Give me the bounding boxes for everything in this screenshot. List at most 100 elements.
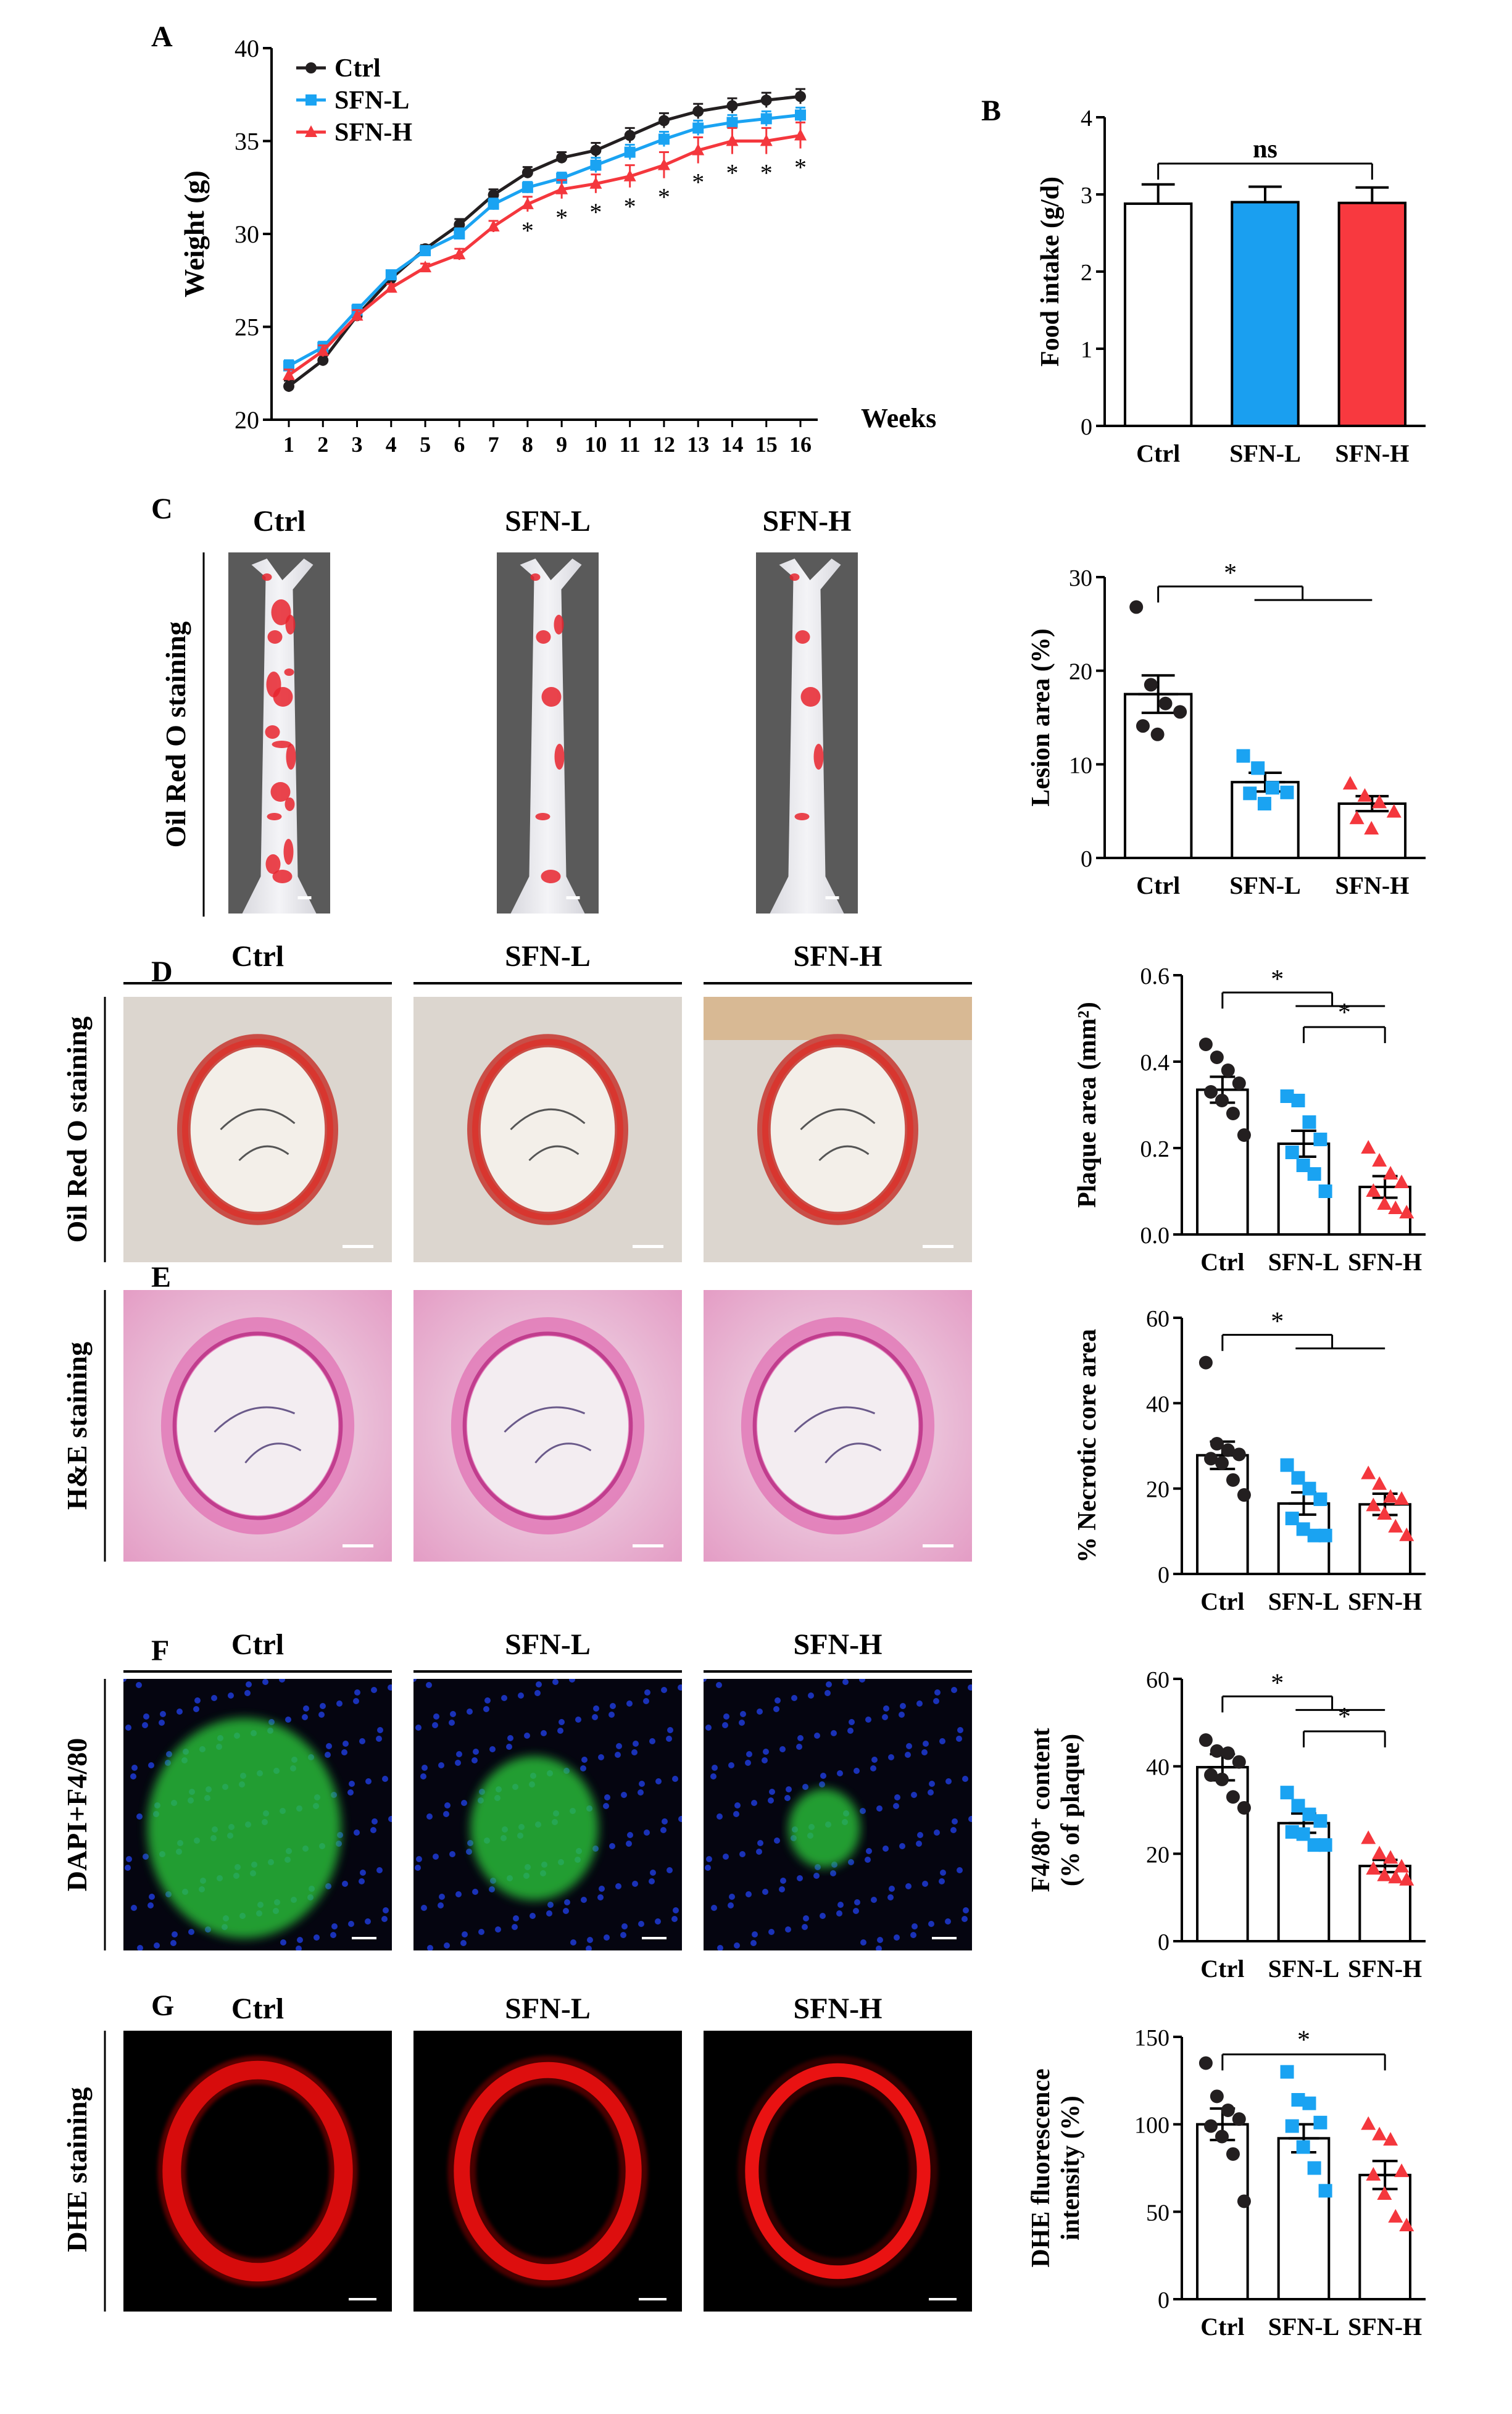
data-point bbox=[1215, 2129, 1229, 2144]
x-tick-label: 9 bbox=[556, 432, 567, 457]
data-point bbox=[1313, 2115, 1327, 2129]
dapi-nucleus bbox=[877, 1937, 883, 1943]
dapi-nucleus bbox=[604, 1934, 610, 1941]
dapi-nucleus bbox=[370, 1827, 376, 1833]
data-point bbox=[658, 133, 670, 145]
dapi-nucleus bbox=[415, 1865, 421, 1871]
y-tick-label: 0 bbox=[1081, 846, 1092, 872]
data-point bbox=[1399, 1527, 1414, 1541]
dapi-nucleus bbox=[826, 1681, 832, 1688]
dapi-nucleus bbox=[894, 1934, 900, 1941]
lesion-spot bbox=[554, 615, 564, 635]
dapi-nucleus bbox=[130, 1773, 136, 1779]
data-point bbox=[1280, 1786, 1294, 1800]
dapi-nucleus bbox=[860, 1939, 866, 1946]
series-line-sfn-l bbox=[288, 113, 801, 367]
dapi-nucleus bbox=[876, 1946, 882, 1950]
dapi-nucleus bbox=[593, 1705, 599, 1712]
side-label-e-group: H&E staining bbox=[61, 1290, 106, 1562]
y-tick-label: 0 bbox=[1081, 414, 1092, 440]
micrograph-g-sfn-h bbox=[704, 2031, 972, 2312]
dapi-nucleus bbox=[662, 1818, 668, 1825]
dapi-nucleus bbox=[371, 1687, 377, 1693]
data-point bbox=[623, 169, 636, 181]
data-point bbox=[1377, 1506, 1392, 1520]
dapi-nucleus bbox=[536, 1681, 542, 1688]
dapi-nucleus bbox=[752, 1931, 758, 1937]
chart-f-f480-content: 0 20 40 60 F4/80⁺ content (% of plaque) Ctrl SF… bbox=[1027, 1667, 1426, 1983]
dapi-nucleus bbox=[603, 1803, 609, 1809]
dapi-nucleus bbox=[626, 1700, 633, 1707]
lesion-spot bbox=[267, 630, 283, 644]
data-point bbox=[1296, 2140, 1310, 2154]
dapi-nucleus bbox=[853, 1908, 859, 1914]
lesion-spot bbox=[541, 687, 562, 707]
data-point bbox=[1399, 2218, 1414, 2231]
dapi-nucleus bbox=[883, 1846, 889, 1852]
data-point bbox=[1313, 1133, 1327, 1146]
scale-bar bbox=[825, 896, 839, 899]
data-point bbox=[1372, 1153, 1387, 1167]
dapi-nucleus bbox=[911, 1792, 917, 1798]
bar-ctrl bbox=[1123, 693, 1193, 860]
dapi-nucleus bbox=[638, 1921, 644, 1927]
dapi-nucleus bbox=[717, 1945, 723, 1950]
dapi-nucleus bbox=[672, 1776, 678, 1782]
vessel-lumen bbox=[177, 1336, 338, 1516]
dapi-nucleus bbox=[649, 1738, 655, 1744]
data-point bbox=[1136, 719, 1150, 733]
y-tick-label: 35 bbox=[235, 128, 259, 156]
dapi-nucleus bbox=[615, 1752, 621, 1758]
y-tick-label: 40 bbox=[1146, 1391, 1169, 1417]
side-label-c-group: Oil Red O staining bbox=[160, 552, 205, 917]
x-tick-label: SFN-L bbox=[1268, 1955, 1340, 1983]
dapi-nucleus bbox=[125, 1725, 131, 1731]
y-axis-label: DHE fluorescence bbox=[1027, 2068, 1055, 2267]
dapi-nucleus bbox=[934, 1829, 940, 1836]
dapi-nucleus bbox=[456, 1751, 462, 1757]
dapi-nucleus bbox=[262, 1679, 268, 1685]
data-point bbox=[1215, 1094, 1229, 1107]
dapi-nucleus bbox=[848, 1859, 854, 1865]
side-label-g-group: DHE staining bbox=[61, 2031, 106, 2312]
lesion-spot bbox=[262, 573, 272, 581]
x-axis-label: Weeks bbox=[861, 403, 936, 433]
micrograph-d-sfn-l bbox=[413, 997, 682, 1262]
data-point bbox=[1318, 1528, 1332, 1542]
tissue-ring bbox=[172, 1331, 343, 1520]
data-point bbox=[1198, 2056, 1213, 2070]
micrograph-e-ctrl bbox=[123, 1290, 392, 1562]
data-point bbox=[1198, 1355, 1213, 1370]
data-point bbox=[1366, 1497, 1381, 1512]
dapi-nucleus bbox=[887, 1894, 894, 1900]
x-tick-label: SFN-L bbox=[1268, 2313, 1340, 2341]
data-point bbox=[1383, 1166, 1398, 1180]
dapi-nucleus bbox=[123, 1679, 127, 1682]
dapi-nucleus bbox=[342, 1881, 348, 1887]
dapi-nucleus bbox=[489, 1886, 495, 1892]
dapi-nucleus bbox=[330, 1932, 336, 1938]
dapi-nucleus bbox=[360, 1870, 366, 1876]
x-tick-label: Ctrl bbox=[1200, 1248, 1244, 1276]
dapi-nucleus bbox=[377, 1727, 383, 1733]
dapi-nucleus bbox=[303, 1705, 309, 1712]
data-point bbox=[760, 94, 772, 106]
dapi-nucleus bbox=[912, 1923, 918, 1929]
dapi-nucleus bbox=[353, 1698, 359, 1704]
dapi-nucleus bbox=[905, 1752, 911, 1758]
data-point bbox=[1307, 1528, 1321, 1542]
bar-ctrl bbox=[1123, 202, 1193, 427]
dapi-nucleus bbox=[143, 1854, 149, 1860]
dapi-nucleus bbox=[557, 1728, 563, 1734]
micrograph-e-sfn-l bbox=[413, 1290, 682, 1562]
vessel-lumen bbox=[770, 1047, 905, 1212]
y-tick-label: 100 bbox=[1134, 2113, 1169, 2139]
dapi-nucleus bbox=[620, 1932, 626, 1938]
dapi-nucleus bbox=[802, 1924, 808, 1930]
dapi-nucleus bbox=[455, 1760, 461, 1766]
dapi-nucleus bbox=[570, 1939, 576, 1946]
dapi-nucleus bbox=[501, 1695, 507, 1701]
lesion-spot bbox=[535, 813, 550, 820]
dapi-nucleus bbox=[831, 1730, 837, 1736]
dapi-nucleus bbox=[808, 1692, 814, 1699]
